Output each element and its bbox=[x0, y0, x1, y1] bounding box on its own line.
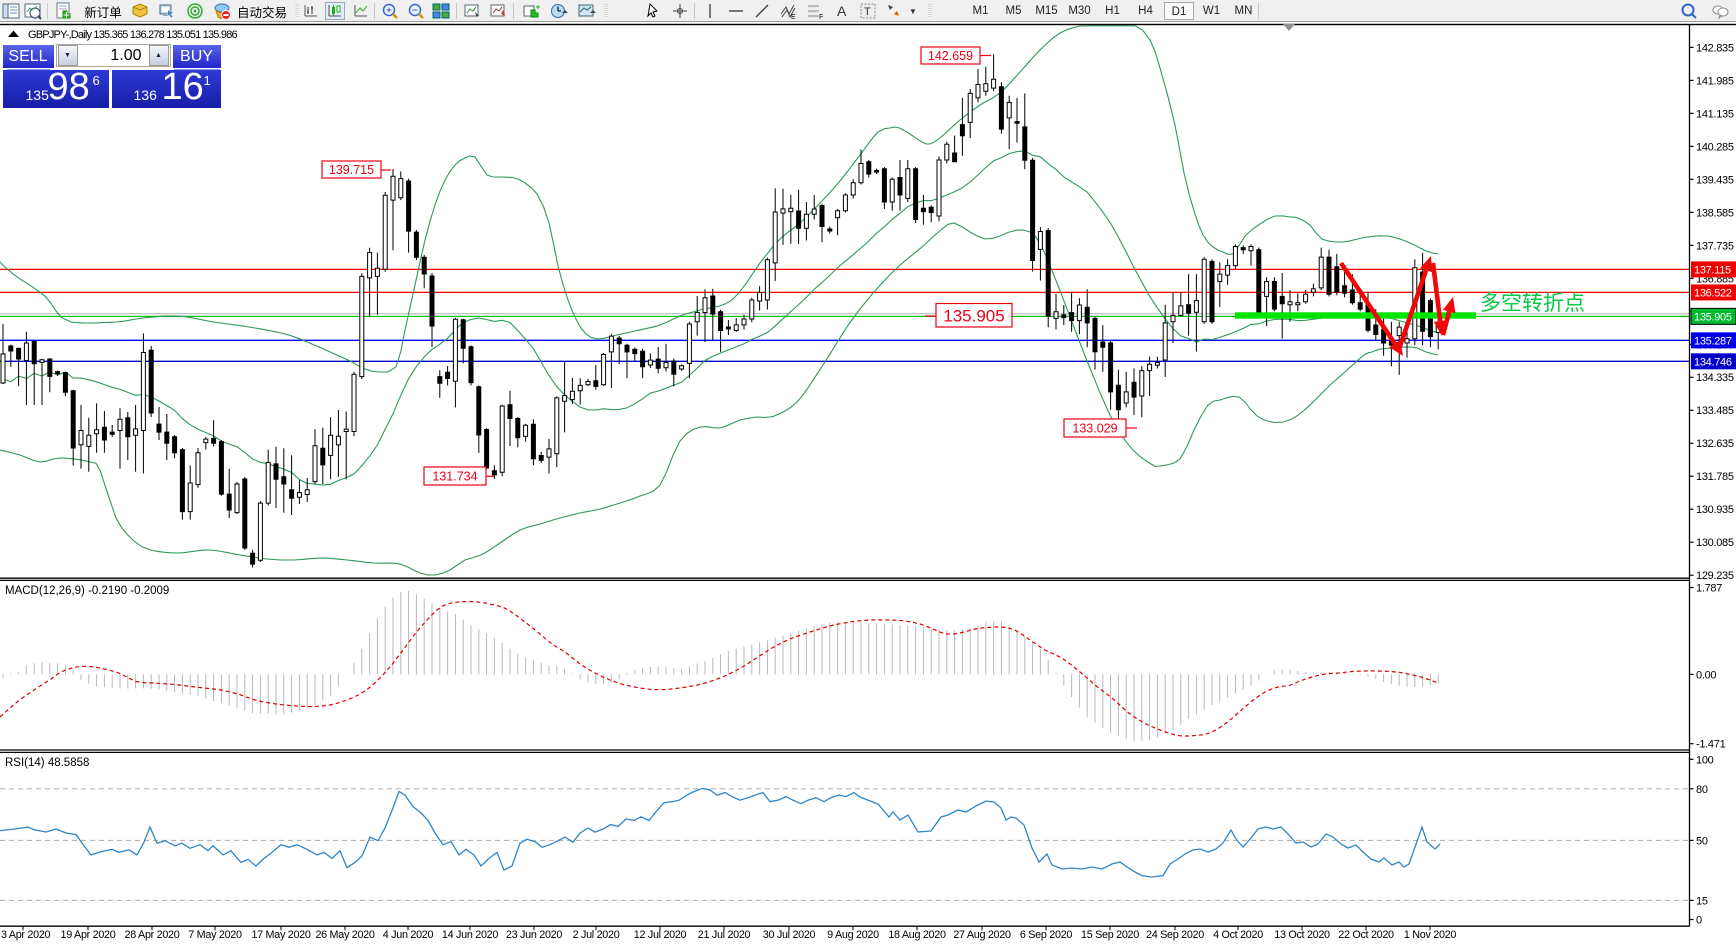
svg-text:133.485: 133.485 bbox=[1696, 405, 1734, 417]
svg-text:17 May 2020: 17 May 2020 bbox=[251, 929, 310, 941]
svg-text:137.735: 137.735 bbox=[1696, 240, 1734, 252]
svg-text:134.335: 134.335 bbox=[1696, 372, 1734, 384]
svg-text:T: T bbox=[864, 6, 871, 18]
svg-text:多空转折点: 多空转折点 bbox=[1480, 292, 1585, 315]
svg-text:100: 100 bbox=[1696, 754, 1714, 766]
svg-text:137.115: 137.115 bbox=[1694, 264, 1731, 276]
svg-text:7 May 2020: 7 May 2020 bbox=[188, 929, 242, 941]
svg-text:136.522: 136.522 bbox=[1694, 287, 1732, 299]
svg-text:9 Aug 2020: 9 Aug 2020 bbox=[827, 929, 879, 941]
svg-text:A: A bbox=[837, 3, 847, 19]
svg-text:13 Oct 2020: 13 Oct 2020 bbox=[1274, 929, 1330, 941]
svg-text:E: E bbox=[791, 14, 796, 20]
svg-text:138.585: 138.585 bbox=[1696, 207, 1734, 219]
svg-text:15: 15 bbox=[1696, 895, 1708, 907]
svg-text:2 Jul 2020: 2 Jul 2020 bbox=[573, 929, 620, 941]
svg-text:0.00: 0.00 bbox=[1696, 669, 1716, 681]
svg-text:133.029: 133.029 bbox=[1072, 422, 1117, 436]
svg-text:142.659: 142.659 bbox=[928, 49, 973, 63]
svg-text:27 Aug 2020: 27 Aug 2020 bbox=[953, 929, 1011, 941]
svg-text:134.746: 134.746 bbox=[1694, 356, 1732, 368]
svg-text:12 Jul 2020: 12 Jul 2020 bbox=[634, 929, 687, 941]
svg-text:MACD(12,26,9) -0.2190 -0.2009: MACD(12,26,9) -0.2190 -0.2009 bbox=[5, 585, 169, 597]
svg-text:4 Jun 2020: 4 Jun 2020 bbox=[383, 929, 434, 941]
svg-text:139.435: 139.435 bbox=[1696, 174, 1734, 186]
svg-text:131.734: 131.734 bbox=[432, 470, 477, 484]
svg-text:50: 50 bbox=[1696, 835, 1708, 847]
svg-text:18 Aug 2020: 18 Aug 2020 bbox=[888, 929, 946, 941]
svg-text:30 Jul 2020: 30 Jul 2020 bbox=[763, 929, 816, 941]
svg-text:6 Sep 2020: 6 Sep 2020 bbox=[1020, 929, 1073, 941]
svg-text:135.905: 135.905 bbox=[1694, 311, 1732, 323]
svg-text:140.285: 140.285 bbox=[1696, 141, 1734, 153]
svg-text:130.085: 130.085 bbox=[1696, 537, 1734, 549]
svg-text:22 Oct 2020: 22 Oct 2020 bbox=[1338, 929, 1394, 941]
svg-text:F: F bbox=[819, 14, 823, 20]
svg-text:142.835: 142.835 bbox=[1696, 42, 1734, 54]
svg-text:GBPJPY-,Daily 135.365 136.278: GBPJPY-,Daily 135.365 136.278 135.051 13… bbox=[28, 29, 238, 41]
svg-text:135.905: 135.905 bbox=[943, 306, 1004, 325]
svg-text:141.985: 141.985 bbox=[1696, 75, 1734, 87]
svg-text:130.935: 130.935 bbox=[1696, 504, 1734, 516]
svg-text:14 Jun 2020: 14 Jun 2020 bbox=[442, 929, 498, 941]
svg-text:3 Apr 2020: 3 Apr 2020 bbox=[1, 929, 51, 941]
svg-text:RSI(14) 48.5858: RSI(14) 48.5858 bbox=[5, 757, 89, 769]
svg-text:4 Oct 2020: 4 Oct 2020 bbox=[1213, 929, 1263, 941]
svg-text:19 Apr 2020: 19 Apr 2020 bbox=[61, 929, 116, 941]
svg-text:1.787: 1.787 bbox=[1696, 582, 1722, 594]
svg-text:26 May 2020: 26 May 2020 bbox=[315, 929, 374, 941]
svg-text:135.287: 135.287 bbox=[1694, 335, 1732, 347]
svg-text:21 Jul 2020: 21 Jul 2020 bbox=[698, 929, 751, 941]
svg-text:24 Sep 2020: 24 Sep 2020 bbox=[1146, 929, 1204, 941]
svg-text:141.135: 141.135 bbox=[1696, 108, 1734, 120]
svg-text:15 Sep 2020: 15 Sep 2020 bbox=[1081, 929, 1139, 941]
svg-text:129.235: 129.235 bbox=[1696, 570, 1734, 582]
svg-text:0: 0 bbox=[1696, 914, 1702, 926]
svg-text:80: 80 bbox=[1696, 784, 1708, 796]
svg-text:-1.471: -1.471 bbox=[1696, 739, 1726, 751]
svg-text:132.635: 132.635 bbox=[1696, 438, 1734, 450]
svg-text:139.715: 139.715 bbox=[329, 163, 374, 177]
svg-text:1 Nov 2020: 1 Nov 2020 bbox=[1404, 929, 1457, 941]
svg-text:131.785: 131.785 bbox=[1696, 471, 1734, 483]
svg-text:23 Jun 2020: 23 Jun 2020 bbox=[506, 929, 562, 941]
svg-text:28 Apr 2020: 28 Apr 2020 bbox=[125, 929, 180, 941]
